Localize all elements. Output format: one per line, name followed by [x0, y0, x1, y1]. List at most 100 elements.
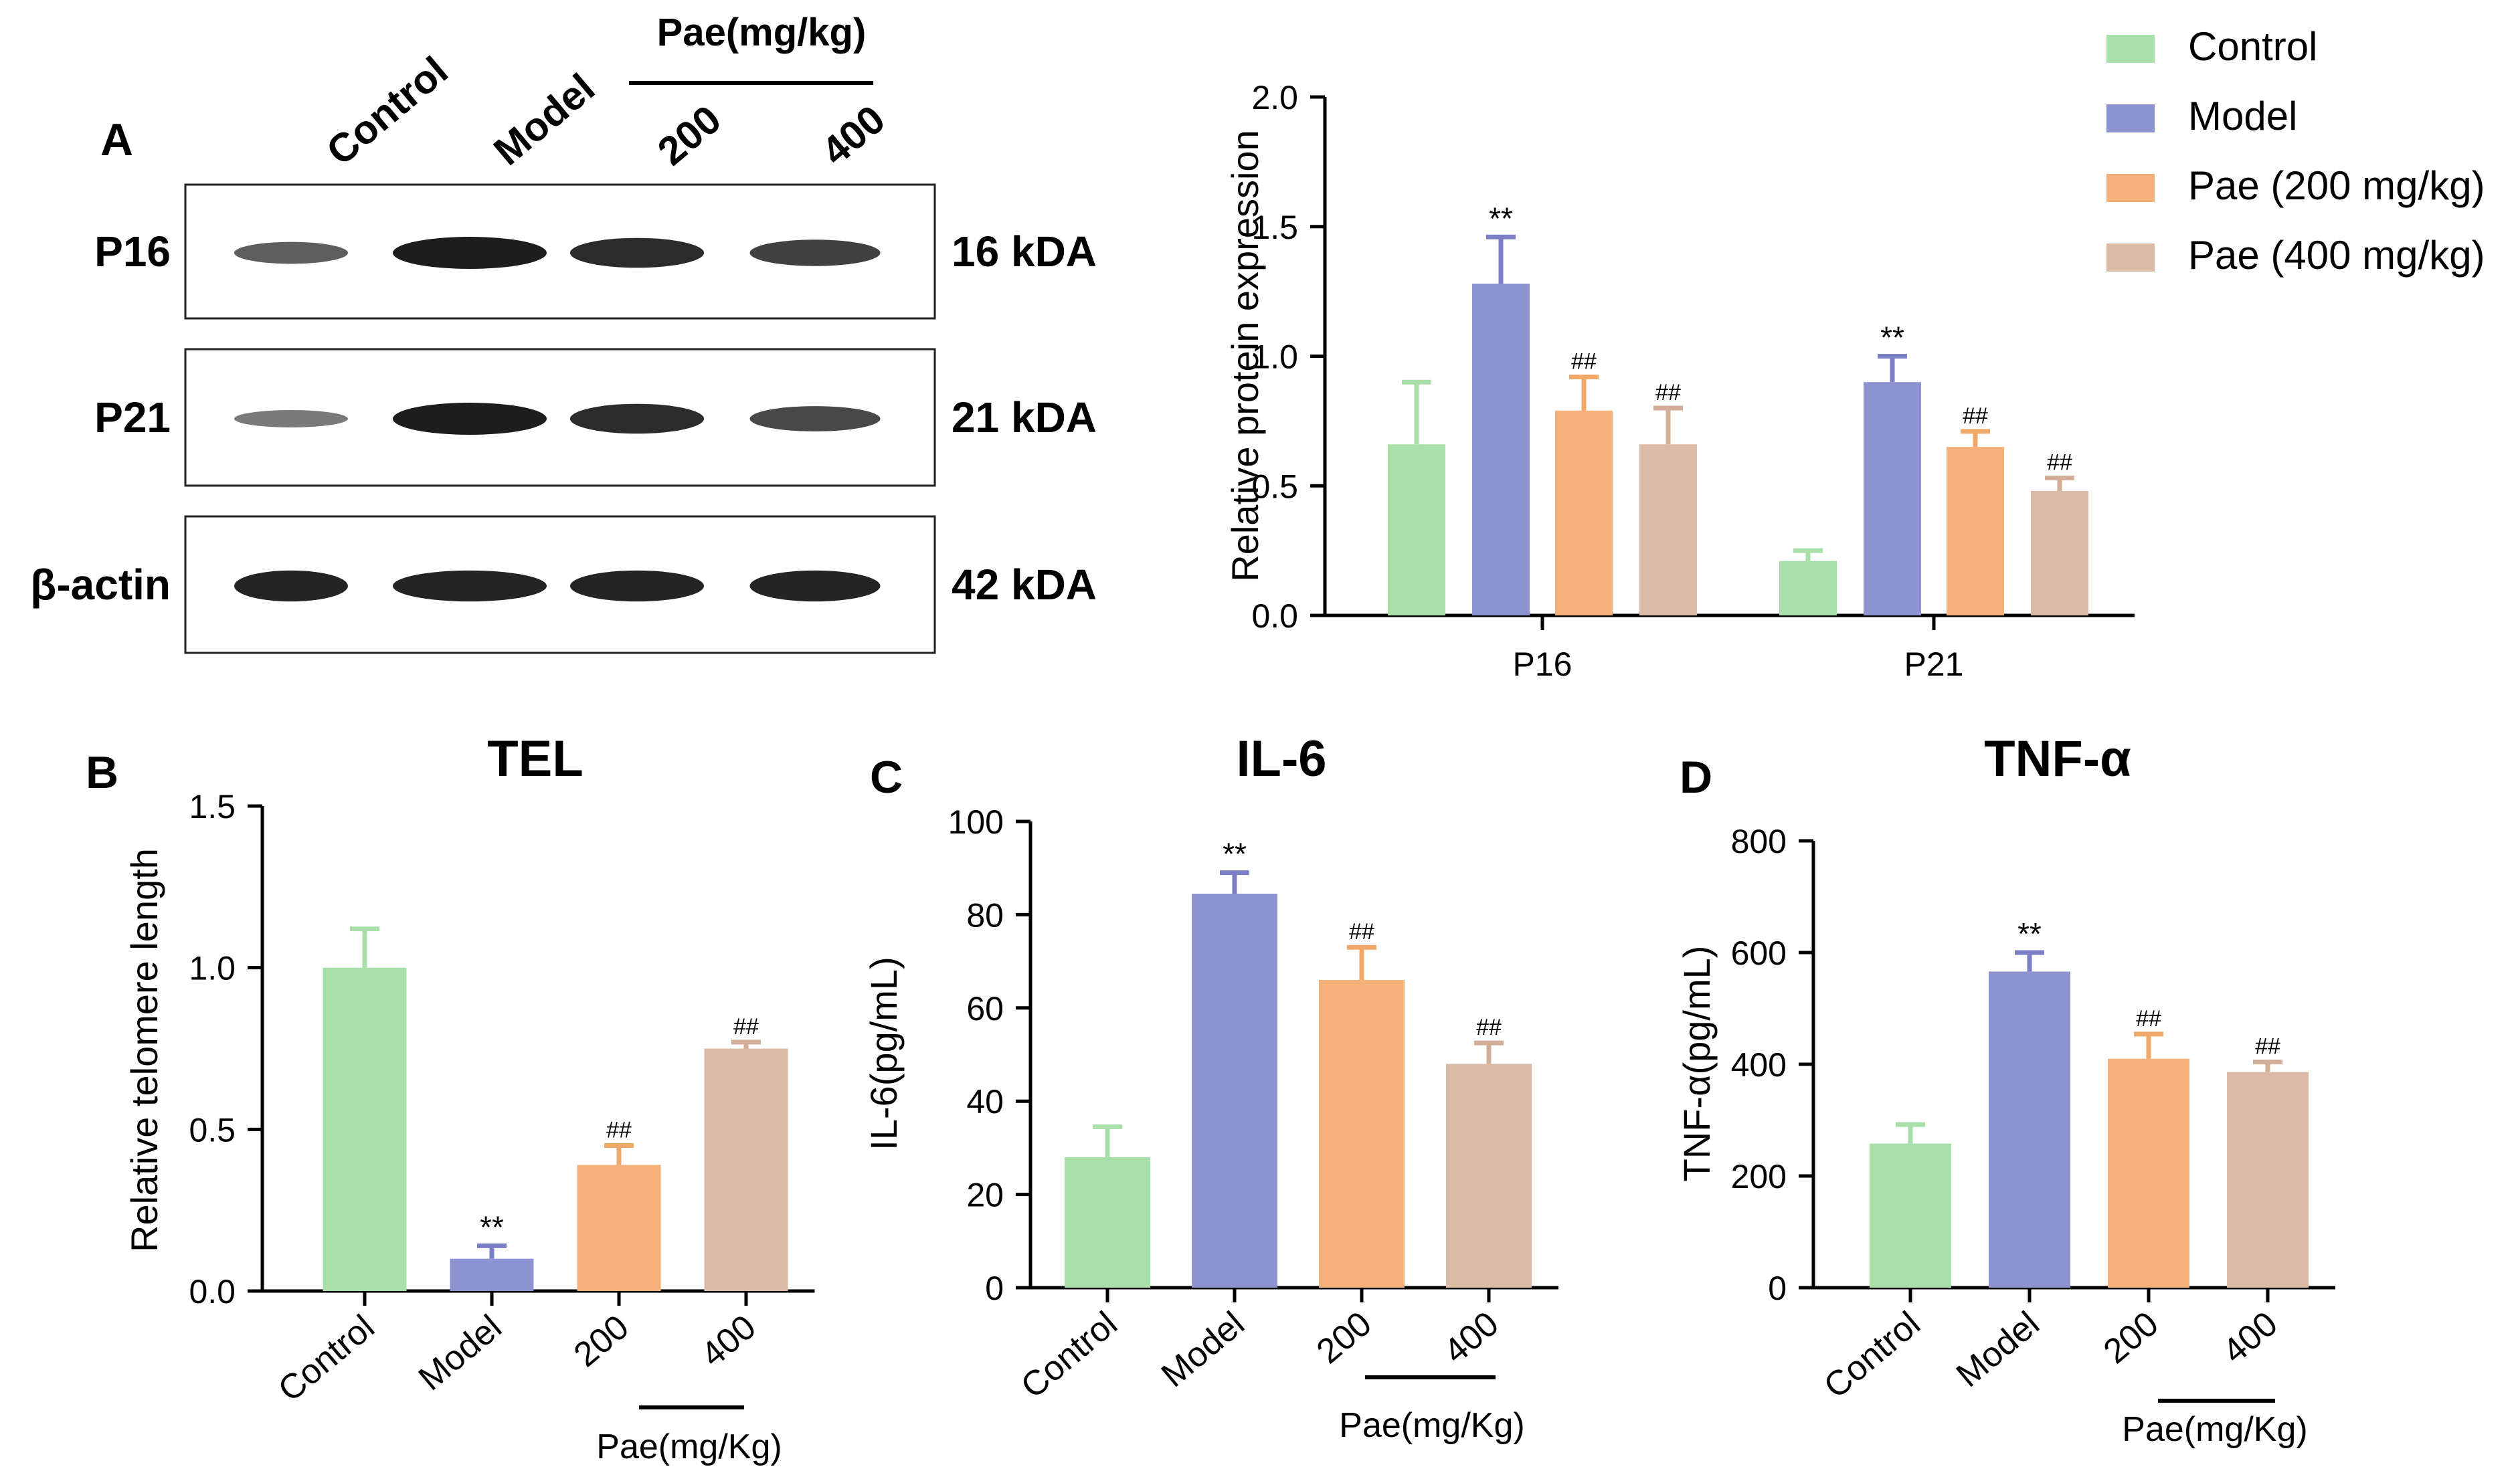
tel-model-bar — [450, 1258, 534, 1291]
tnf-model-bar — [1989, 971, 2070, 1288]
panel-a-western-blot: A Control Model 200 400 Pae(mg/kg) P16 16 kD… — [30, 11, 1097, 654]
size-label-1: 21 kDA — [952, 393, 1097, 441]
tel-pae200-sig-mark: ## — [606, 1118, 632, 1143]
western-model-1-bar — [1864, 382, 1921, 615]
western-pae200-1-bar — [1947, 447, 2004, 615]
tel-y-tick-label-2: 1.0 — [189, 950, 236, 987]
il6-pae200-sig-mark: ## — [1349, 919, 1374, 945]
blot-strips: P16 16 kDA P21 21 kDA β-actin 42 kDA — [30, 183, 1097, 654]
western-y-label: Relative protein expression — [1224, 130, 1266, 581]
protein-label-1: P21 — [94, 393, 171, 441]
legend-swatch-pae200 — [2106, 174, 2155, 202]
band-2-0 — [234, 570, 348, 602]
tnf-y-tick-label-3: 600 — [1731, 934, 1787, 972]
tnf-pae400-sig-mark: ## — [2255, 1034, 2280, 1060]
western-model-0-sig-mark: ** — [1489, 201, 1513, 235]
il6-control-bar — [1065, 1157, 1150, 1288]
tnf-y-tick-label-0: 0 — [1768, 1270, 1787, 1307]
tel-pae400-bar — [704, 1048, 788, 1291]
tel-pae400-sig-mark: ## — [733, 1014, 759, 1040]
tnf-y-tick-label-4: 800 — [1731, 823, 1787, 860]
legend-label-control: Control — [2188, 24, 2317, 69]
western-pae400-0-bar — [1639, 444, 1697, 615]
il6-title: IL-6 — [1236, 730, 1326, 787]
tnf-y-tick-label-1: 200 — [1731, 1158, 1787, 1195]
tnf-control-bar — [1870, 1143, 1951, 1288]
legend-swatch-model — [2106, 104, 2155, 132]
size-label-2: 42 kDA — [952, 561, 1097, 609]
band-0-1 — [393, 237, 547, 269]
western-model-0-bar — [1472, 284, 1530, 615]
tel-y-tick-label-3: 1.5 — [189, 788, 236, 825]
il6-y-label: IL-6(pg/mL) — [863, 957, 905, 1150]
band-2-1 — [393, 570, 547, 602]
il6-y-tick-label-3: 60 — [966, 990, 1004, 1027]
il6-letter: C — [870, 752, 903, 803]
legend-label-model: Model — [2188, 94, 2297, 138]
legend-swatch-pae400 — [2106, 243, 2155, 272]
il6-pae200-bar — [1319, 979, 1405, 1288]
western-control-1-bar — [1779, 561, 1837, 615]
western-x-tick-label-0: P16 — [1513, 646, 1572, 683]
tnf-model-sig-mark: ** — [2017, 916, 2042, 951]
il6-pae400-sig-mark: ## — [1476, 1015, 1502, 1040]
legend-swatch-control — [2106, 35, 2155, 63]
tnf-pae200-bar — [2108, 1058, 2189, 1288]
band-0-2 — [570, 237, 704, 268]
pae-header: Pae(mg/kg) — [657, 11, 867, 54]
western-x-tick-label-1: P21 — [1904, 646, 1964, 683]
protein-label-0: P16 — [94, 227, 171, 276]
legend: Control Model Pae (200 mg/kg) Pae (400 mg/k… — [2106, 24, 2485, 278]
il6-y-tick-label-5: 100 — [948, 803, 1004, 841]
tel-title: TEL — [487, 730, 583, 787]
western-pae200-0-sig-mark: ## — [1571, 349, 1597, 375]
western-pae200-1-sig-mark: ## — [1963, 403, 1988, 429]
band-1-3 — [749, 406, 881, 431]
protein-label-2: β-actin — [30, 561, 171, 609]
western-y-tick-label-0: 0.0 — [1251, 597, 1298, 635]
band-0-3 — [749, 239, 881, 266]
western-pae400-1-bar — [2031, 491, 2088, 615]
tnf-title: TNF-α — [1984, 730, 2131, 787]
tel-model-sig-mark: ** — [480, 1209, 504, 1244]
size-label-0: 16 kDA — [952, 227, 1097, 276]
tnf-pae200-sig-mark: ## — [2136, 1006, 2161, 1031]
tel-y-tick-label-1: 0.5 — [189, 1111, 236, 1149]
il6-y-tick-label-4: 80 — [966, 896, 1004, 934]
tel-letter: B — [86, 747, 118, 798]
tnf-group-label: Pae(mg/Kg) — [2122, 1410, 2307, 1449]
band-1-2 — [570, 403, 704, 434]
western-y-tick-label-4: 2.0 — [1251, 79, 1298, 116]
il6-y-tick-label-2: 40 — [966, 1083, 1004, 1120]
tel-y-tick-label-0: 0.0 — [189, 1273, 236, 1310]
il6-y-tick-label-1: 20 — [966, 1177, 1004, 1214]
western-pae400-0-sig-mark: ## — [1655, 380, 1681, 405]
tnf-y-tick-label-2: 400 — [1731, 1046, 1787, 1084]
tel-y-label: Relative telomere length — [123, 848, 165, 1252]
il6-pae400-bar — [1446, 1064, 1532, 1288]
western-pae400-1-sig-mark: ## — [2047, 450, 2072, 476]
il6-model-sig-mark: ** — [1223, 837, 1247, 872]
tnf-pae400-bar — [2227, 1072, 2309, 1288]
western-y-tick-label-1: 0.5 — [1251, 468, 1298, 505]
legend-label-pae400: Pae (400 mg/kg) — [2188, 233, 2485, 278]
il6-y-tick-label-0: 0 — [985, 1270, 1004, 1307]
band-1-0 — [234, 410, 348, 427]
western-model-1-sig-mark: ** — [1880, 320, 1904, 355]
panel-a-letter: A — [100, 114, 133, 165]
chart-western-quant: 0.0 0.5 1.0 1.5 2.0 P16 ** ## ## P21 ** ## ## Relativ… — [1224, 79, 2135, 683]
band-0-0 — [234, 241, 348, 264]
band-1-1 — [393, 403, 547, 435]
il6-group-label: Pae(mg/Kg) — [1339, 1406, 1524, 1445]
tel-control-bar — [323, 967, 407, 1291]
band-2-2 — [570, 570, 704, 602]
tel-group-label: Pae(mg/Kg) — [596, 1427, 782, 1466]
band-2-3 — [749, 570, 881, 602]
legend-label-pae200: Pae (200 mg/kg) — [2188, 163, 2485, 208]
tnf-y-label: TNF-α(pg/mL) — [1676, 946, 1718, 1182]
western-pae200-0-bar — [1555, 410, 1613, 615]
tnf-letter: D — [1680, 752, 1712, 803]
tel-pae200-bar — [577, 1165, 661, 1291]
western-y-tick-label-2: 1.0 — [1251, 338, 1298, 376]
